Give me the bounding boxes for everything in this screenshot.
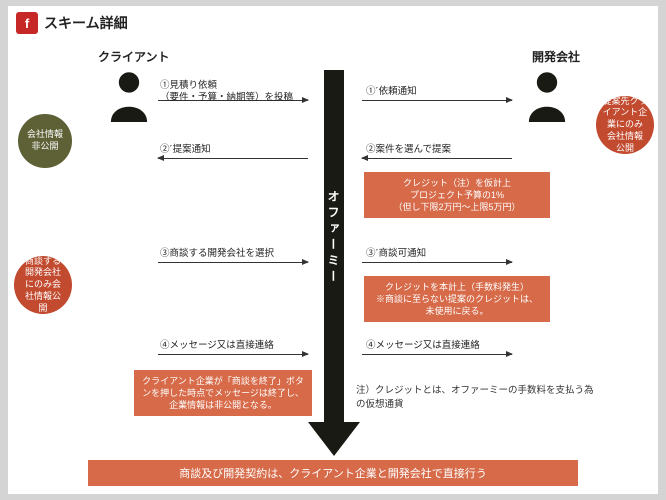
flow-label: ③商談する開発会社を選択 [160, 248, 274, 260]
flow-arrow [158, 158, 308, 159]
role-dev: 開発会社 [532, 48, 580, 65]
logo-icon: f [16, 12, 38, 34]
flow-arrow [362, 262, 512, 263]
footnote: 注）クレジットとは、オファーミーの手数料を支払う為の仮想通貨 [356, 382, 596, 410]
flow-label: ③´商談可通知 [366, 248, 426, 260]
callout-box: クレジット（注）を仮計上 プロジェクト予算の1% （但し下限2万円～上限5万円） [364, 172, 550, 218]
bottom-conclusion: 商談及び開発契約は、クライアント企業と開発会社で直接行う [88, 460, 578, 486]
info-circle: 商談する 開発会社 にのみ会 社情報公 開 [14, 256, 72, 314]
flow-label: ①見積り依頼 （要件・予算・納期等）を投稿 [160, 80, 293, 105]
flow-label: ④メッセージ又は直接連絡 [160, 340, 274, 352]
callout-box: クレジットを本計上（手数料発生） ※商談に至らない提案のクレジットは、 未使用に… [364, 276, 550, 322]
flow-arrow [158, 262, 308, 263]
callout-box: クライアント企業が「商談を終了」ボタ ンを押した時点でメッセージは終了し、 企業… [134, 370, 312, 416]
person-icon [106, 70, 152, 122]
info-circle: 会社情報 非公開 [18, 114, 72, 168]
flow-arrow [362, 158, 512, 159]
header: f スキーム詳細 [8, 6, 658, 36]
info-circle: 提案先クラ イアント企 業にのみ 会社情報 公開 [596, 96, 654, 154]
center-arrow-label: オファーミー [326, 190, 342, 286]
flow-arrow [362, 354, 512, 355]
diagram-canvas: クライアント 開発会社 オファーミー 商談及び開発契約は、クライアント企業と開発… [8, 36, 658, 496]
flow-label: ②案件を選んで提案 [366, 144, 451, 156]
person-icon [524, 70, 570, 122]
center-arrow: オファーミー [314, 70, 354, 456]
page-title: スキーム詳細 [44, 13, 128, 33]
role-client: クライアント [98, 48, 170, 65]
flow-label: ①´依頼通知 [366, 86, 417, 98]
flow-arrow [158, 354, 308, 355]
flow-label: ④メッセージ又は直接連絡 [366, 340, 480, 352]
flow-label: ②´提案通知 [160, 144, 211, 156]
flow-arrow [362, 100, 512, 101]
